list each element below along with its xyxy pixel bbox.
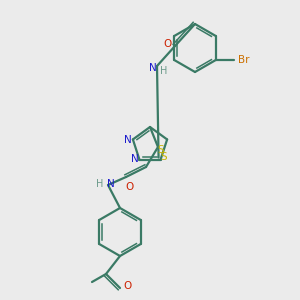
Text: S: S (158, 145, 164, 155)
Text: N: N (124, 135, 132, 146)
Text: N: N (149, 63, 157, 73)
Text: N: N (107, 179, 115, 189)
Text: H: H (160, 66, 168, 76)
Text: N: N (130, 154, 138, 164)
Text: H: H (96, 179, 104, 189)
Text: O: O (163, 39, 171, 49)
Text: S: S (160, 152, 167, 162)
Text: O: O (124, 281, 132, 291)
Text: O: O (126, 182, 134, 192)
Text: Br: Br (238, 55, 250, 65)
